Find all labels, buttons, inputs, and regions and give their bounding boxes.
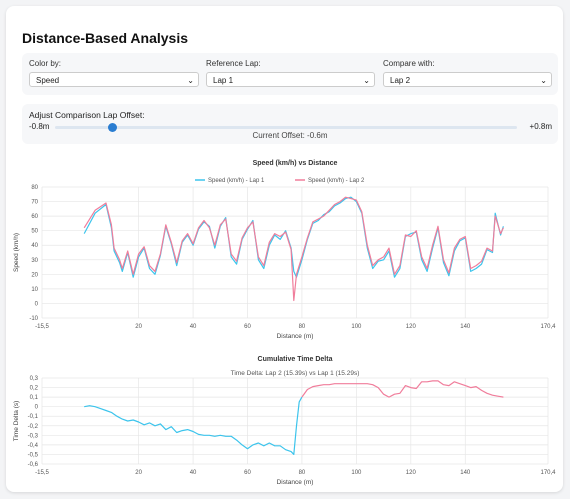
x-tick-label: -15,5 bbox=[35, 470, 49, 476]
y-tick-label: 40 bbox=[31, 243, 38, 249]
x-axis-label: Distance (m) bbox=[277, 479, 314, 486]
x-tick-label: 140 bbox=[460, 324, 471, 330]
y-tick-label: 70 bbox=[31, 200, 38, 206]
chart-title: Cumulative Time Delta bbox=[258, 356, 333, 363]
y-tick-label: 60 bbox=[31, 214, 38, 220]
chart-subtitle: Time Delta: Lap 2 (15.39s) vs Lap 1 (15.… bbox=[231, 370, 360, 377]
y-tick-label: 0,1 bbox=[30, 395, 39, 401]
x-tick-label: 170,4 bbox=[540, 324, 556, 330]
x-tick-label: 20 bbox=[135, 324, 142, 330]
x-tick-label: 40 bbox=[190, 324, 197, 330]
x-tick-label: 140 bbox=[460, 470, 471, 476]
x-tick-label: -15,5 bbox=[35, 324, 49, 330]
page-title: Distance-Based Analysis bbox=[22, 30, 188, 46]
chevron-down-icon: ⌄ bbox=[540, 76, 547, 85]
series-line bbox=[83, 196, 504, 302]
offset-max-label: +0.8m bbox=[529, 122, 552, 131]
color-by-group: Color by: Speed ⌄ bbox=[29, 59, 199, 87]
offset-min-label: -0.8m bbox=[29, 122, 50, 131]
x-tick-label: 170,4 bbox=[540, 470, 556, 476]
x-tick-label: 80 bbox=[299, 470, 306, 476]
chevron-down-icon: ⌄ bbox=[187, 76, 194, 85]
series-line bbox=[84, 396, 303, 455]
y-tick-label: -0,3 bbox=[28, 433, 39, 439]
current-offset-text: Current Offset: -0.6m bbox=[252, 131, 328, 140]
color-by-label: Color by: bbox=[29, 59, 62, 68]
offset-panel: Adjust Comparison Lap Offset: -0.8m +0.8… bbox=[22, 104, 558, 144]
y-tick-label: 0 bbox=[35, 405, 39, 411]
x-tick-label: 120 bbox=[406, 470, 417, 476]
compare-with-label: Compare with: bbox=[383, 59, 435, 68]
y-tick-label: 80 bbox=[31, 185, 38, 191]
y-tick-label: 0,2 bbox=[30, 386, 39, 392]
x-tick-label: 20 bbox=[135, 470, 142, 476]
y-tick-label: 50 bbox=[31, 229, 38, 235]
y-tick-label: 0 bbox=[35, 301, 39, 307]
y-tick-label: -0,6 bbox=[28, 462, 39, 468]
x-tick-label: 40 bbox=[190, 470, 197, 476]
y-tick-label: 10 bbox=[31, 287, 38, 293]
y-tick-label: -0,5 bbox=[28, 452, 39, 458]
chart-title: Speed (km/h) vs Distance bbox=[253, 160, 338, 167]
compare-with-value: Lap 2 bbox=[390, 76, 411, 85]
offset-label: Adjust Comparison Lap Offset: bbox=[29, 110, 145, 120]
speed-chart: Speed (km/h) vs Distance -10 0 10 20 30 40 50 60… bbox=[13, 160, 556, 340]
offset-slider[interactable] bbox=[55, 122, 517, 132]
reference-lap-group: Reference Lap: Lap 1 ⌄ bbox=[206, 59, 375, 87]
y-tick-label: -10 bbox=[29, 316, 38, 322]
x-tick-label: 100 bbox=[351, 324, 362, 330]
x-tick-label: 80 bbox=[299, 324, 306, 330]
reference-lap-select[interactable]: Lap 1 ⌄ bbox=[206, 72, 375, 87]
compare-with-select[interactable]: Lap 2 ⌄ bbox=[383, 72, 552, 87]
x-tick-label: 60 bbox=[244, 470, 251, 476]
y-tick-label: 20 bbox=[31, 272, 38, 278]
compare-with-group: Compare with: Lap 2 ⌄ bbox=[383, 59, 552, 87]
color-by-value: Speed bbox=[36, 76, 60, 85]
x-tick-label: 100 bbox=[351, 470, 362, 476]
x-tick-label: 60 bbox=[244, 324, 251, 330]
controls-panel: Color by: Speed ⌄ Reference Lap: Lap 1 ⌄… bbox=[22, 53, 558, 95]
y-axis-label: Time Delta (s) bbox=[13, 401, 20, 442]
y-tick-label: -0,4 bbox=[28, 443, 39, 449]
legend-label: Speed (km/h) - Lap 1 bbox=[208, 178, 265, 184]
reference-lap-value: Lap 1 bbox=[213, 76, 234, 85]
series-line bbox=[83, 196, 504, 278]
main-card: Distance-Based Analysis Color by: Speed … bbox=[6, 6, 563, 492]
y-tick-label: 0,3 bbox=[30, 376, 39, 382]
offset-slider-thumb[interactable] bbox=[108, 122, 118, 132]
y-axis-label: Speed (km/h) bbox=[13, 233, 20, 272]
time-delta-chart: Cumulative Time Delta Time Delta: Lap 2 (… bbox=[13, 356, 556, 486]
reference-lap-label: Reference Lap: bbox=[206, 59, 261, 68]
color-by-select[interactable]: Speed ⌄ bbox=[29, 72, 199, 87]
series-line bbox=[301, 380, 504, 398]
y-tick-label: 30 bbox=[31, 258, 38, 264]
legend-label: Speed (km/h) - Lap 2 bbox=[308, 178, 365, 184]
y-tick-label: -0,1 bbox=[28, 414, 39, 420]
chevron-down-icon: ⌄ bbox=[363, 76, 370, 85]
x-axis-label: Distance (m) bbox=[277, 333, 314, 340]
y-tick-label: -0,2 bbox=[28, 424, 39, 430]
x-tick-label: 120 bbox=[406, 324, 417, 330]
